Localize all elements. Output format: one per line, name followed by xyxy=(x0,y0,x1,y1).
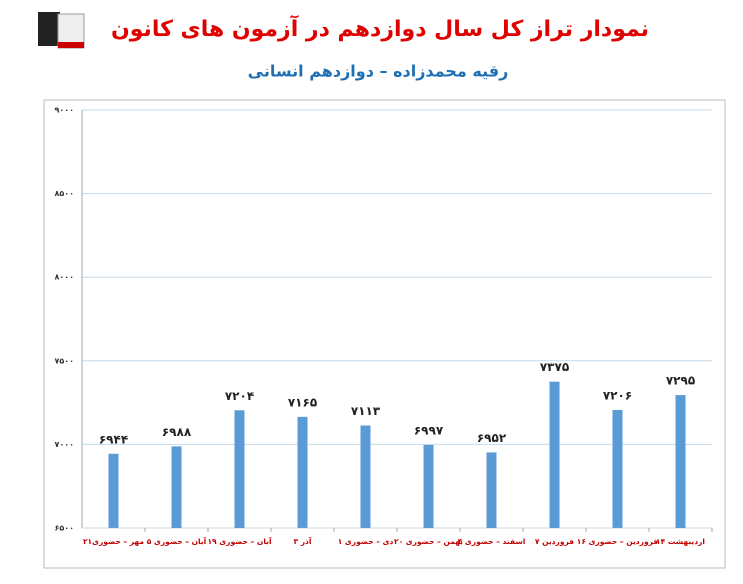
bar xyxy=(675,395,686,528)
bar xyxy=(486,452,497,528)
y-tick-label: ۶۵۰۰ xyxy=(54,524,74,533)
data-label: ۷۲۰۴ xyxy=(225,389,254,403)
data-label: ۷۱۱۳ xyxy=(351,404,381,418)
x-tick-label: ۷ فروردین xyxy=(535,537,574,546)
data-label: ۶۹۸۸ xyxy=(162,425,192,439)
x-tick-label: ۲۰ بهمن – حضوری xyxy=(394,537,463,546)
data-label: ۷۲۰۶ xyxy=(603,388,632,402)
bar xyxy=(612,409,623,528)
data-label: ۶۹۹۷ xyxy=(414,423,444,437)
data-label: ۷۲۹۵ xyxy=(666,374,695,388)
x-tick-label: ۱ دی – حضوری xyxy=(338,537,394,546)
x-tick-label: ۱۹ آبان – حضوری xyxy=(207,536,271,546)
data-label: ۷۱۶۵ xyxy=(288,395,317,409)
y-tick-label: ۸۰۰۰ xyxy=(54,273,74,282)
chart-title: نمودار تراز کل سال دوازدهم در آزمون های … xyxy=(111,14,649,42)
bar xyxy=(108,453,119,528)
bar xyxy=(423,444,434,528)
x-tick-label: ۳ آذر xyxy=(294,536,312,546)
bar xyxy=(549,381,560,528)
y-tick-label: ۷۰۰۰ xyxy=(54,440,74,449)
logo xyxy=(38,12,85,49)
x-tick-label: ۱۴ اردیبهشت xyxy=(656,537,705,546)
bar xyxy=(297,416,308,528)
y-tick-label: ۸۵۰۰ xyxy=(54,189,74,198)
bar xyxy=(234,410,245,528)
y-tick-label: ۹۰۰۰ xyxy=(54,106,74,115)
bar xyxy=(171,446,182,528)
x-tick-label: ۵ آبان – حضوری xyxy=(147,536,207,546)
x-tick-label: ۴ اسفند – حضوری xyxy=(458,537,526,546)
chart-frame xyxy=(43,99,726,569)
logo-band xyxy=(58,42,84,48)
bar xyxy=(360,425,371,528)
y-tick-label: ۷۵۰۰ xyxy=(54,356,74,365)
x-tick-label: ۲۱مهر – حضوری xyxy=(83,537,144,546)
data-label: ۶۹۵۲ xyxy=(477,431,507,445)
data-label: ۶۹۴۴ xyxy=(99,432,128,446)
chart-subtitle: رقیه محمدزاده – دوازدهم انسانی xyxy=(248,62,509,81)
x-tick-label: ۱۶ فروردین – حضوری xyxy=(577,537,659,546)
logo-figure xyxy=(38,12,60,46)
data-label: ۷۳۷۵ xyxy=(540,360,569,374)
